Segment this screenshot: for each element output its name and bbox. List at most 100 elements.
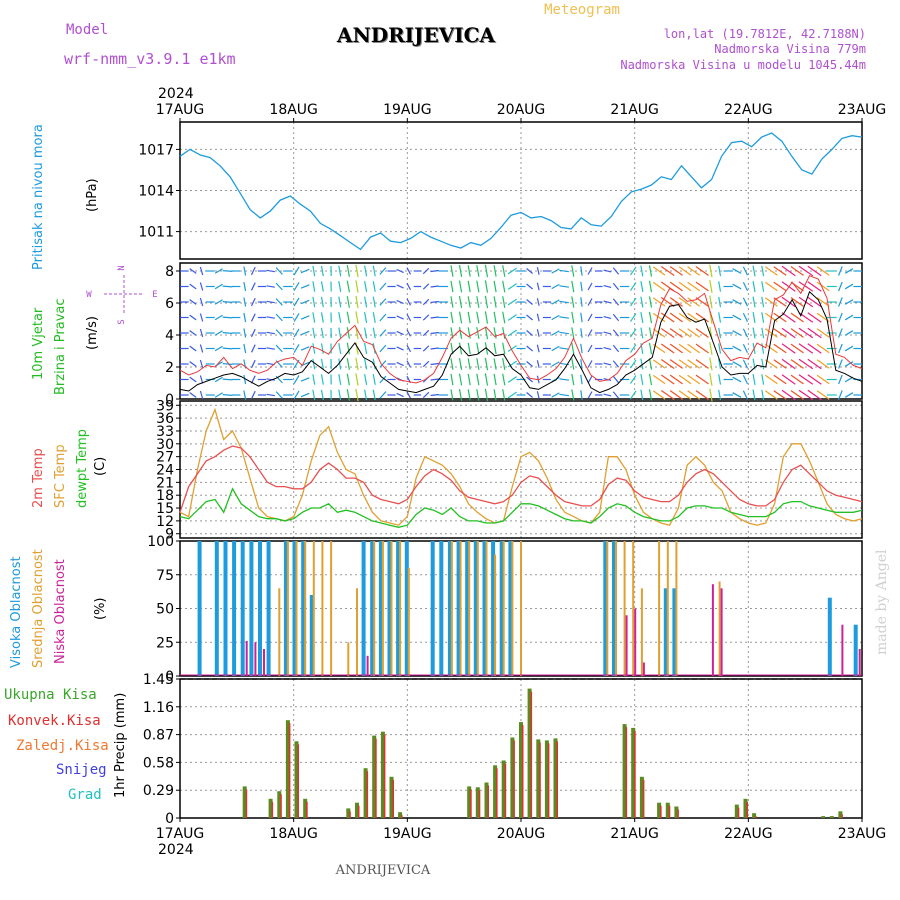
wind-arrow [648, 327, 653, 339]
wind-arrow [660, 328, 675, 338]
wind-arrow [396, 346, 404, 351]
wind-arrow [630, 282, 637, 291]
wind-arrow [250, 344, 256, 353]
wind-arrow [571, 296, 575, 308]
precip-unit: 1hr Precip (mm) [113, 693, 128, 798]
wind-arrow [695, 312, 709, 323]
wind-arrow [199, 390, 204, 400]
year-bottom: 2024 [158, 842, 194, 858]
wind-arrow [603, 393, 612, 397]
wind-arrow [678, 390, 692, 400]
wind-arrow [816, 297, 830, 307]
wind-arrow [660, 343, 675, 354]
wind-arrow [222, 270, 233, 272]
wind-arrow [732, 376, 742, 383]
cloud-low-bar [841, 624, 844, 676]
x-label-bottom: 22AUG [724, 826, 773, 842]
wind-arrow [536, 282, 540, 291]
wind-arrow [630, 313, 637, 322]
wind-arrow [275, 298, 283, 306]
wind-arrow [250, 282, 256, 291]
precip-conv-bar [383, 734, 386, 818]
wind-arrow [695, 359, 709, 369]
wind-arrow [612, 329, 620, 337]
wind-arrow [372, 265, 376, 277]
wind-arrow [243, 281, 247, 292]
wind-arrow [346, 373, 350, 386]
cloud-high-bar [361, 541, 366, 676]
cloud-mid-bar [615, 541, 617, 676]
precip-conv-bar [841, 814, 843, 818]
cloud-high-bar [370, 541, 375, 676]
wind-arrow [346, 327, 350, 339]
cloud-mid-bar [390, 541, 393, 676]
wind-arrow [338, 265, 342, 277]
wind-arrow [379, 375, 387, 384]
wind-arrow [844, 299, 854, 305]
wind-arrow [790, 343, 804, 354]
cloud-low-bar [366, 655, 369, 677]
wind-arrow [764, 281, 778, 292]
wind-arrow [467, 280, 471, 293]
wind-arrow [526, 330, 533, 336]
wind-arrow [838, 343, 843, 354]
wind-arrow [807, 389, 822, 401]
wind-arrow [396, 315, 404, 320]
wind-arrow [742, 328, 749, 338]
y-tick-label: 0 [165, 811, 174, 827]
wind-arrow [364, 296, 368, 308]
wind-arrow [551, 268, 560, 274]
wind-arrow [406, 282, 412, 291]
precip-conv-bar [755, 816, 757, 818]
wind-arrow [199, 266, 204, 276]
wind-arrow [536, 267, 540, 275]
wind-arrow [372, 374, 376, 385]
y-tick-label: 100 [147, 534, 174, 550]
cloud-high-bar [672, 588, 677, 677]
wind-arrow [695, 390, 709, 400]
wind-arrow [580, 312, 583, 323]
x-label-bottom: 23AUG [838, 826, 887, 842]
wind-arrow [275, 329, 283, 337]
wind-arrow [476, 373, 480, 386]
wind-arrow [312, 312, 316, 323]
wind-arrow [250, 390, 256, 400]
wind-arrow [199, 375, 204, 384]
year-top: 2024 [158, 86, 194, 102]
wind-arrow [790, 266, 804, 276]
precip-bar [821, 816, 826, 818]
wind-arrow [660, 359, 675, 369]
wind-arrow [346, 358, 350, 370]
wind-arrow [430, 285, 439, 288]
wind-arrow [493, 311, 497, 324]
wind-arrow [312, 327, 316, 339]
wind-arrow [660, 390, 675, 400]
cloud-high-bar [404, 541, 409, 676]
model-altitude-text: Nadmorska Visina u modelu 1045.44m [620, 58, 866, 72]
wind-arrow [199, 282, 204, 291]
wind-arrow [838, 374, 843, 385]
wind-arrow [406, 313, 412, 322]
wind-arrow [502, 296, 506, 308]
wind-arrow [493, 342, 497, 355]
cloud-mid-bar [468, 541, 471, 676]
precip-conv-bar [288, 723, 291, 818]
wind-arrow [250, 359, 256, 369]
wind-arrow [450, 358, 454, 370]
wind-arrow [742, 390, 749, 400]
legend-ukupna: Ukupna Kisa [4, 687, 97, 703]
precip-bar [355, 802, 359, 818]
precip-conv-bar [642, 779, 645, 818]
wind-arrow [536, 313, 540, 322]
compass-w: W [86, 290, 92, 300]
x-label-top: 18AUG [269, 102, 318, 118]
wind-arrow [551, 314, 560, 321]
precip-bar [501, 760, 506, 818]
wind-arrow [222, 316, 233, 319]
wind-arrow [773, 359, 787, 369]
x-label-bottom: 17AUG [156, 826, 205, 842]
precip-bar [519, 722, 523, 818]
wind-arrow [687, 297, 701, 307]
wind-arrow [372, 281, 376, 292]
precip-bar [389, 776, 394, 818]
